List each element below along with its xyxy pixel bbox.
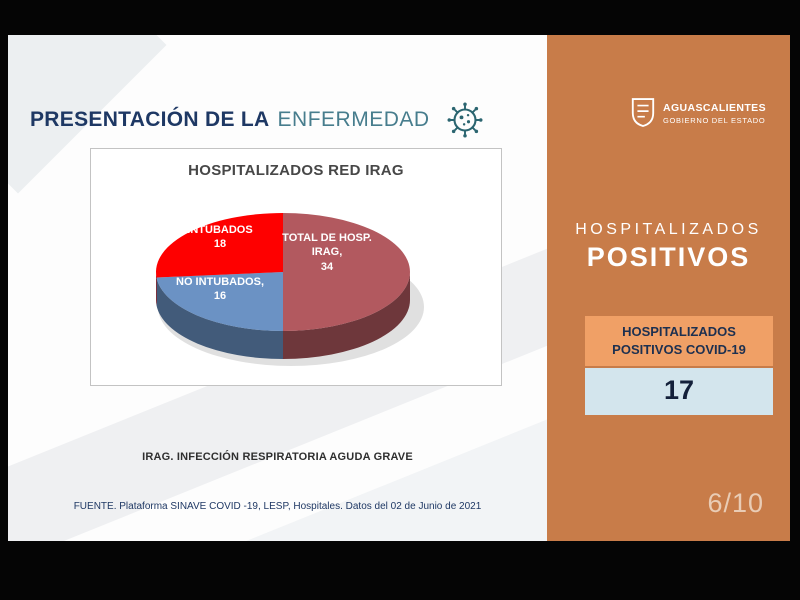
title-part2: ENFERMEDAD — [277, 108, 430, 131]
slide: PRESENTACIÓN DE LA ENFERMEDAD — [8, 35, 790, 541]
pie-label-value: 34 — [320, 260, 334, 273]
panel-heading-line1: HOSPITALIZADOS — [575, 221, 762, 238]
pie-label-no-intubados: NO INTUBADOS, 16 — [159, 275, 281, 304]
pie-label-text: INTUBADOS — [187, 224, 253, 236]
pie-label-text: NO INTUBADOS, — [176, 276, 264, 288]
panel-heading-line2: POSITIVOS — [586, 242, 751, 272]
slide-title: PRESENTACIÓN DE LA ENFERMEDAD — [30, 99, 486, 141]
chart-title: HOSPITALIZADOS RED IRAG — [188, 162, 404, 179]
logo-text: AGUASCALIENTES GOBIERNO DEL ESTADO — [663, 102, 766, 125]
panel-heading: HOSPITALIZADOS POSITIVOS — [547, 221, 790, 273]
stat-card-title: HOSPITALIZADOS POSITIVOS COVID-19 — [585, 316, 773, 367]
source-text: FUENTE. Plataforma SINAVE COVID -19, LES… — [73, 501, 482, 512]
chart-box: HOSPITALIZADOS RED IRAG INTUBADOS 18 NO … — [90, 148, 502, 386]
logo-subtitle: GOBIERNO DEL ESTADO — [662, 115, 766, 125]
pie-label-value: 16 — [213, 290, 227, 303]
pie-label-text: TOTAL DE HOSP. IRAG, — [282, 232, 372, 259]
stat-card-title-line2: POSITIVOS COVID-19 — [612, 342, 746, 358]
stat-card-value: 17 — [585, 368, 773, 416]
title-part1: PRESENTACIÓN DE LA — [30, 108, 270, 131]
footnote: IRAG. INFECCIÓN RESPIRATORIA AGUDA GRAVE — [142, 451, 413, 463]
virus-icon — [444, 99, 486, 141]
aguascalientes-logo: AGUASCALIENTES GOBIERNO DEL ESTADO — [630, 97, 766, 129]
right-panel: AGUASCALIENTES GOBIERNO DEL ESTADO HOSPI… — [547, 35, 790, 541]
stat-card-title-line1: HOSPITALIZADOS — [622, 324, 736, 339]
page-indicator: 6/10 — [707, 488, 764, 518]
pie-label-value: 18 — [213, 238, 227, 251]
pie-label-intubados: INTUBADOS 18 — [174, 223, 266, 252]
main-content: PRESENTACIÓN DE LA ENFERMEDAD — [8, 35, 547, 541]
stat-card: HOSPITALIZADOS POSITIVOS COVID-19 17 — [585, 316, 773, 416]
pie-label-total: TOTAL DE HOSP. IRAG, 34 — [281, 231, 373, 274]
logo-name: AGUASCALIENTES — [662, 101, 766, 114]
pie-chart — [156, 213, 424, 366]
state-emblem-icon — [631, 98, 655, 127]
